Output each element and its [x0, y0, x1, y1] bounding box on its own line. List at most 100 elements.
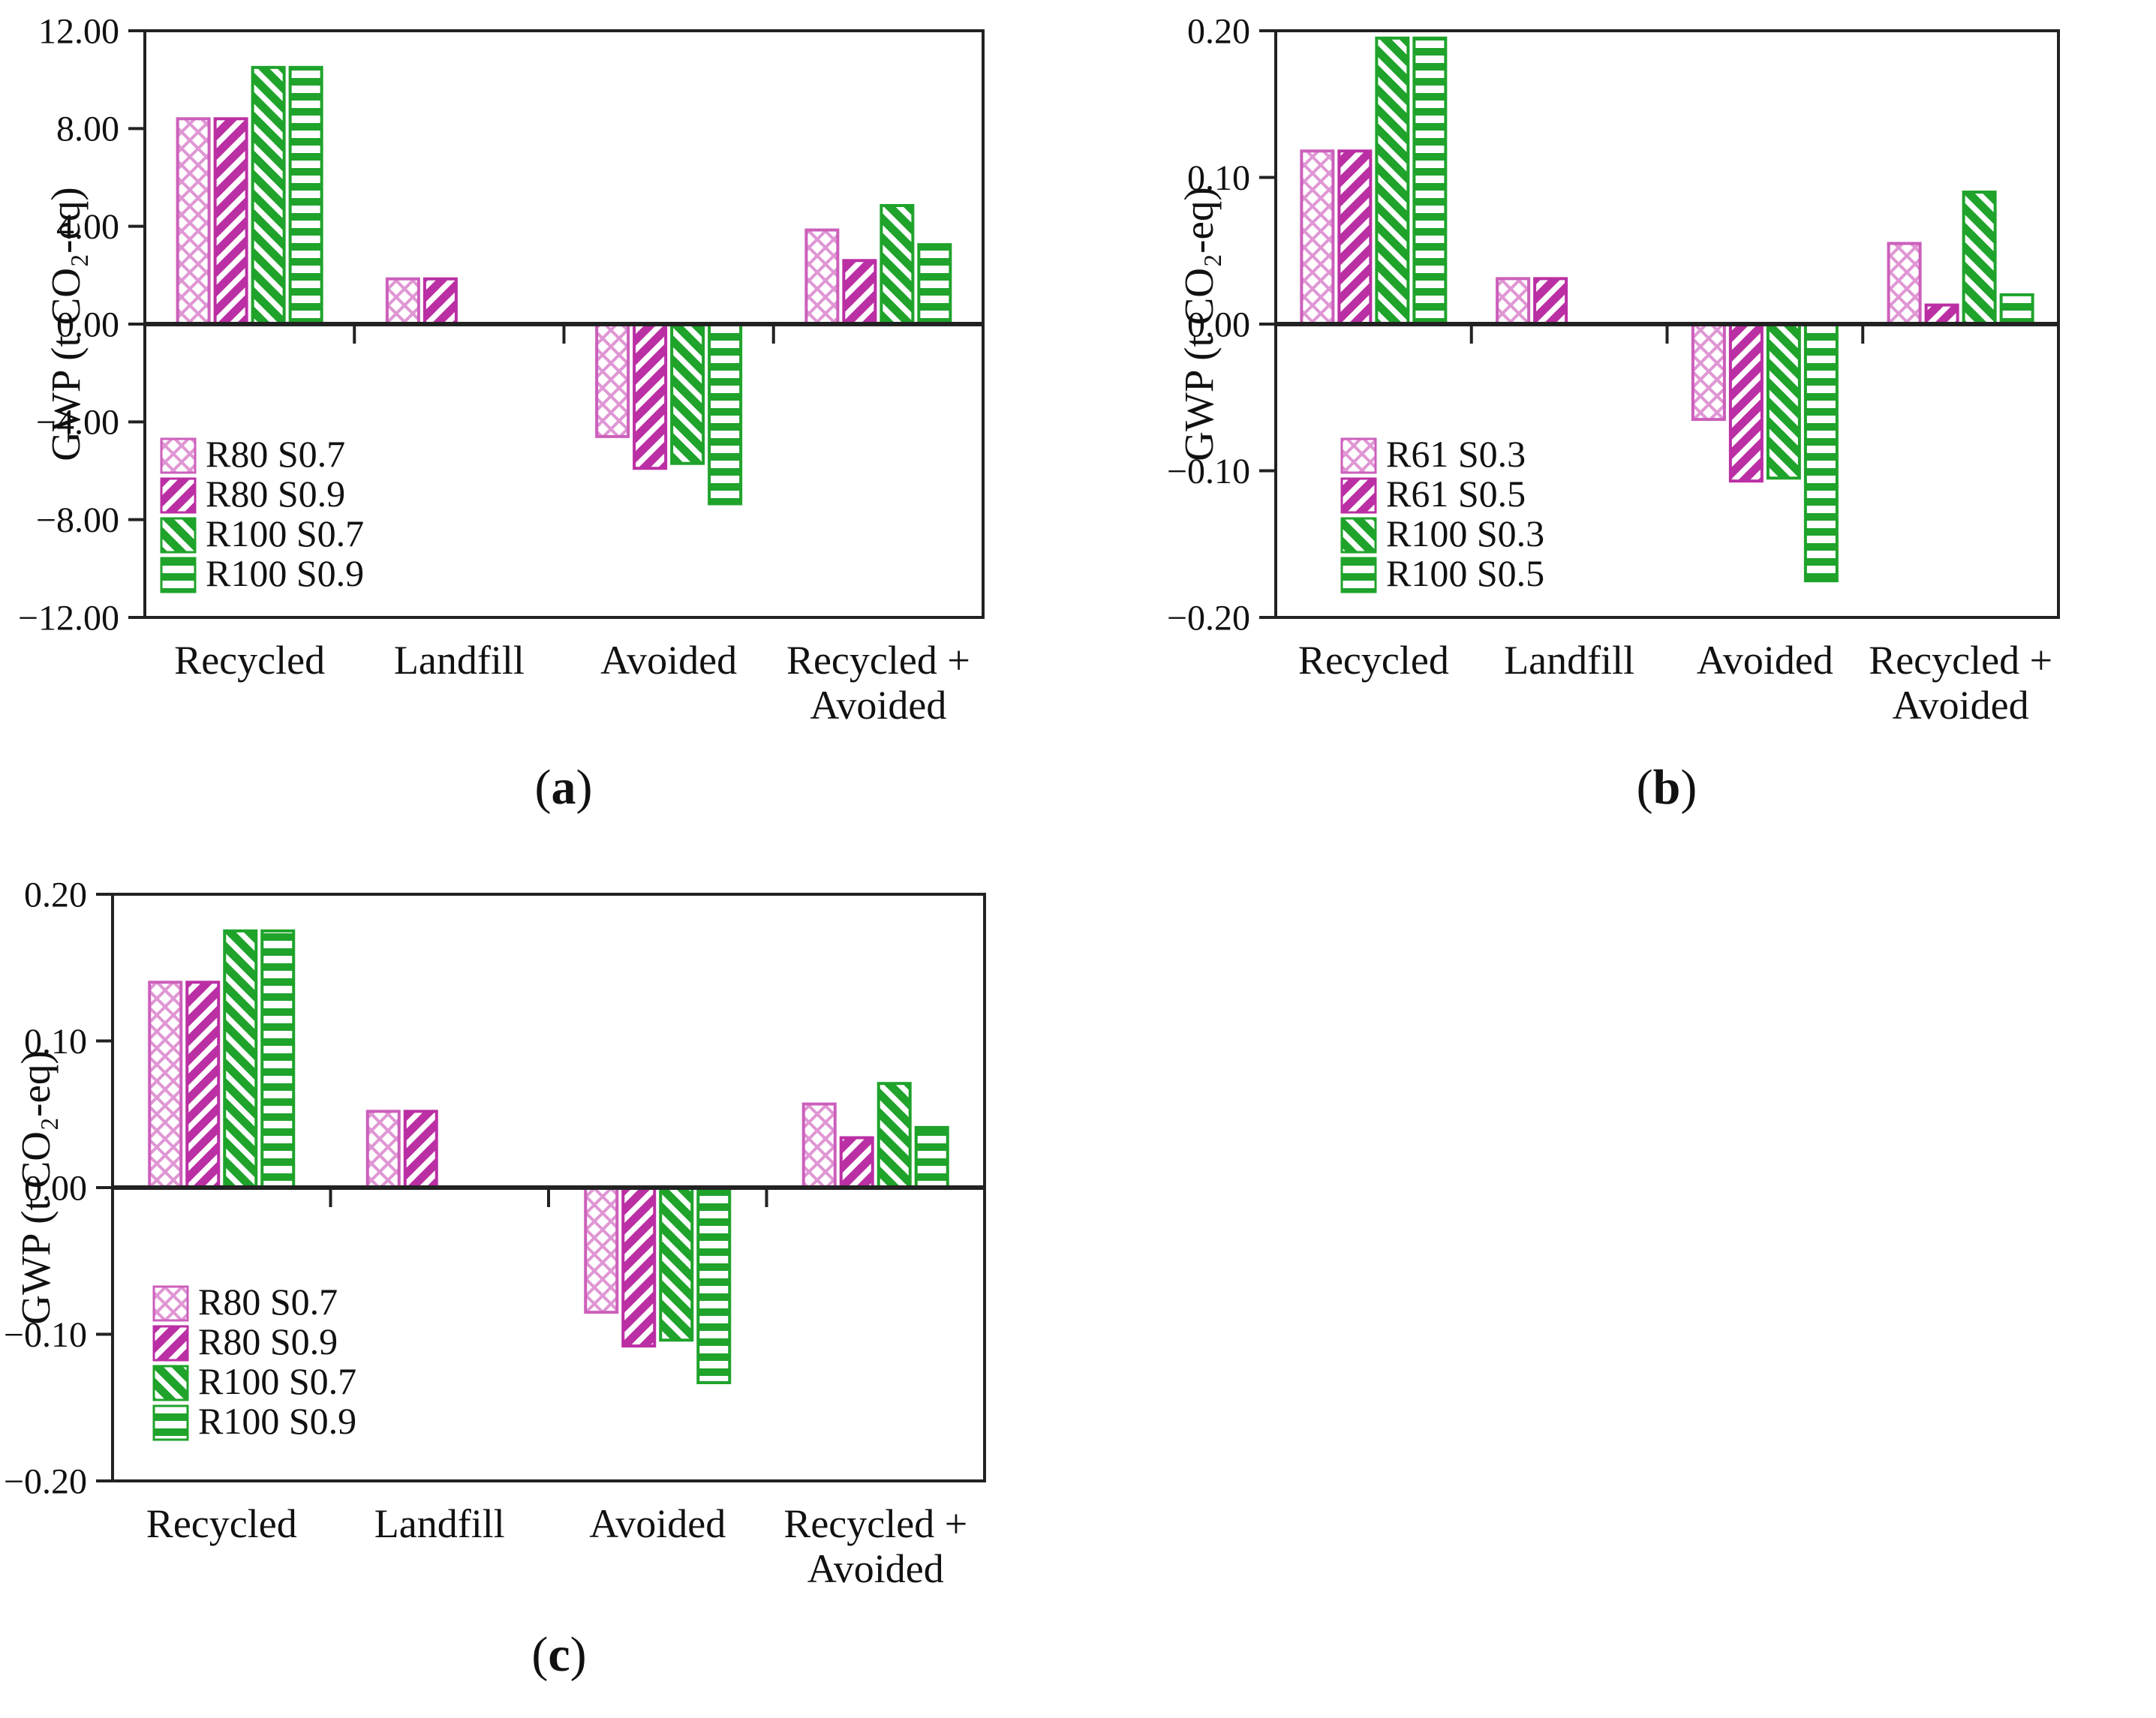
legend-label-b-r61-s0-5: R61 S0.5 — [1386, 473, 1526, 515]
y-tick-label-a-12-00: −12.00 — [18, 598, 119, 638]
y-tick-label-c-0-00: 0.00 — [24, 1168, 87, 1208]
legend-swatch-c-r80-s0-7 — [152, 1285, 189, 1322]
bar-a-landfill-r80-s0-9 — [422, 277, 458, 326]
bar-a-avoided-r80-s0-7 — [595, 323, 630, 438]
bar-c-landfill-r80-s0-9 — [403, 1110, 438, 1189]
legend-swatch-a-r100-s0-7 — [160, 517, 197, 554]
legend-swatch-c-r100-s0-9 — [152, 1404, 189, 1441]
x-category-label-c-recycled-avoided-line2: Avoided — [807, 1546, 944, 1591]
y-tick-label-b-0-10: 0.10 — [1187, 158, 1250, 198]
plot-border-b — [1274, 29, 2060, 619]
legend-swatch-b-r61-s0-5 — [1340, 477, 1377, 514]
y-tick-label-c-0-20: −0.20 — [4, 1461, 87, 1501]
legend-swatch-c-r80-s0-9 — [152, 1325, 189, 1362]
caption-b-letter: b — [1652, 760, 1681, 815]
legend-label-c-r100-s0-7: R100 S0.7 — [198, 1360, 356, 1402]
caption-b: (b) — [1637, 759, 1697, 816]
y-tick-label-a-0-00: 0.00 — [56, 305, 119, 344]
bar-a-recycled-r100-s0-9 — [288, 65, 323, 326]
legend-label-c-r80-s0-7: R80 S0.7 — [198, 1281, 338, 1323]
bar-b-recycled-r100-s0-5 — [1412, 36, 1448, 326]
chart-b: GWP (t CO₂-eq) 0.20 0.10 0.00 −0.10 −0.20 Recy… — [1167, 11, 2060, 728]
bar-b-recycled-avoided-r100-s0-5 — [1999, 293, 2034, 326]
legend-label-b-r100-s0-3: R100 S0.3 — [1386, 512, 1544, 554]
y-tick-label-b-0-10: −0.10 — [1167, 452, 1250, 491]
bar-c-avoided-r80-s0-7 — [584, 1186, 619, 1314]
legend-label-b-r61-s0-3: R61 S0.3 — [1386, 433, 1526, 475]
bar-a-recycled-avoided-r100-s0-7 — [880, 203, 915, 326]
bar-a-recycled-avoided-r80-s0-9 — [842, 259, 877, 326]
bar-a-recycled-r80-s0-7 — [176, 117, 211, 326]
caption-a-close: ) — [576, 760, 593, 815]
bar-a-recycled-avoided-r100-s0-9 — [917, 243, 952, 326]
bar-a-avoided-r100-s0-9 — [708, 323, 743, 506]
x-category-label-c-landfill: Landfill — [374, 1501, 505, 1546]
y-axis-title-c: GWP (t CO₂-eq) — [13, 1050, 59, 1324]
x-category-label-a-recycled: Recycled — [174, 638, 325, 683]
caption-a: (a) — [535, 759, 593, 816]
bar-b-avoided-r61-s0-3 — [1691, 323, 1726, 422]
bar-c-recycled-avoided-r100-s0-7 — [877, 1082, 912, 1189]
y-tick-label-a-8-00: −8.00 — [36, 500, 119, 540]
bar-c-recycled-r80-s0-7 — [148, 981, 183, 1190]
y-tick-label-a-8-00: 8.00 — [56, 110, 119, 149]
x-category-label-a-recycled-avoided-line2: Avoided — [810, 683, 946, 728]
legend-label-a-r80-s0-7: R80 S0.7 — [206, 433, 345, 475]
y-tick-label-b-0-00: 0.00 — [1187, 305, 1250, 344]
caption-c-close: ) — [570, 1627, 587, 1682]
caption-c-letter: c — [548, 1627, 570, 1682]
legend-label-c-r80-s0-9: R80 S0.9 — [198, 1320, 338, 1362]
legend-swatch-a-r80-s0-7 — [160, 437, 197, 474]
bar-a-recycled-avoided-r80-s0-7 — [804, 228, 840, 326]
y-tick-label-c-0-10: 0.10 — [24, 1022, 87, 1062]
bar-a-avoided-r80-s0-9 — [633, 323, 668, 470]
caption-a-letter: a — [551, 760, 576, 815]
legend-swatch-a-r80-s0-9 — [160, 477, 197, 514]
bar-b-avoided-r100-s0-3 — [1766, 323, 1801, 480]
bar-b-recycled-avoided-r61-s0-5 — [1924, 303, 1959, 326]
legend-label-c-r100-s0-9: R100 S0.9 — [198, 1400, 356, 1442]
bar-b-avoided-r61-s0-5 — [1728, 323, 1764, 483]
caption-a-open: ( — [534, 760, 552, 815]
bar-c-avoided-r80-s0-9 — [621, 1186, 657, 1348]
x-category-label-b-avoided: Avoided — [1697, 638, 1833, 683]
y-tick-label-c-0-10: −0.10 — [4, 1315, 87, 1355]
y-tick-label-b-0-20: −0.20 — [1167, 598, 1250, 638]
x-category-label-a-avoided: Avoided — [600, 638, 737, 683]
legend-label-a-r100-s0-9: R100 S0.9 — [206, 552, 364, 594]
plot-border-a — [143, 29, 985, 619]
bar-c-recycled-avoided-r80-s0-7 — [801, 1102, 837, 1189]
bar-b-landfill-r61-s0-3 — [1496, 277, 1531, 326]
bar-b-landfill-r61-s0-5 — [1533, 277, 1568, 326]
bar-b-avoided-r100-s0-5 — [1803, 323, 1839, 583]
x-category-label-b-recycled-avoided-line1: Recycled + — [1869, 638, 2052, 683]
x-category-label-b-recycled-avoided-line2: Avoided — [1893, 683, 2029, 728]
chart-a: GWP (t CO₂-eq) 12.00 8.00 4.00 0.00 −4.00 −8.0… — [18, 11, 985, 728]
legend-swatch-b-r61-s0-3 — [1340, 437, 1377, 474]
y-tick-label-b-0-20: 0.20 — [1187, 11, 1250, 51]
bar-a-avoided-r100-s0-7 — [670, 323, 705, 465]
legend-label-a-r100-s0-7: R100 S0.7 — [206, 512, 364, 554]
bar-c-recycled-r100-s0-9 — [260, 929, 296, 1189]
bar-a-recycled-r100-s0-7 — [251, 65, 286, 326]
y-tick-label-a-4-00: 4.00 — [56, 207, 119, 247]
legend-swatch-c-r100-s0-7 — [152, 1365, 189, 1401]
caption-c-open: ( — [531, 1627, 549, 1682]
x-category-label-c-recycled: Recycled — [146, 1501, 297, 1546]
legend-label-a-r80-s0-9: R80 S0.9 — [206, 473, 345, 515]
bar-c-avoided-r100-s0-9 — [696, 1186, 732, 1385]
caption-b-close: ) — [1680, 760, 1697, 815]
bar-c-landfill-r80-s0-7 — [365, 1110, 401, 1189]
legend-swatch-b-r100-s0-5 — [1340, 557, 1377, 593]
bar-c-recycled-r100-s0-7 — [223, 929, 258, 1189]
bar-c-avoided-r100-s0-7 — [659, 1186, 694, 1342]
bar-c-recycled-avoided-r80-s0-9 — [839, 1136, 874, 1190]
caption-c: (c) — [531, 1626, 586, 1683]
bar-b-recycled-r100-s0-3 — [1375, 36, 1410, 326]
bar-c-recycled-r80-s0-9 — [185, 981, 221, 1190]
bar-a-landfill-r80-s0-7 — [385, 277, 420, 326]
bar-b-recycled-avoided-r61-s0-3 — [1887, 242, 1922, 326]
x-category-label-c-recycled-avoided-line1: Recycled + — [783, 1501, 967, 1546]
caption-b-open: ( — [1636, 760, 1653, 815]
